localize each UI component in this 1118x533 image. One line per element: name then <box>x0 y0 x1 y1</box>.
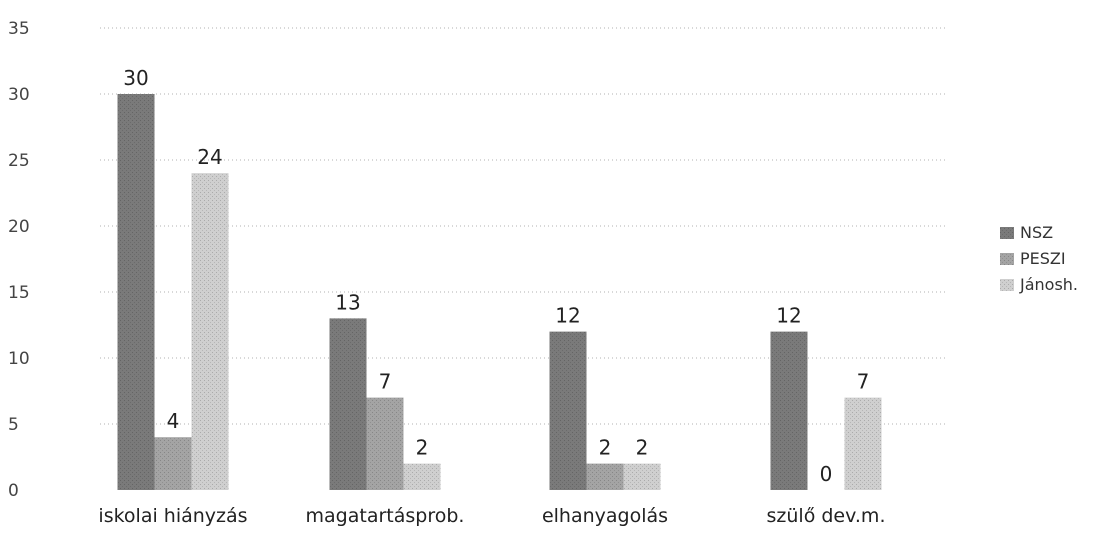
legend-label-2: Jánosh. <box>1019 275 1078 294</box>
bar-texture-1-2 <box>586 463 624 490</box>
x-axis: iskolai hiányzás magatartásprob. elhanyago… <box>98 505 885 527</box>
data-label-0-0: 30 <box>123 66 148 90</box>
bar-texture-2-2 <box>623 463 661 490</box>
y-tick-label-35: 35 <box>8 19 30 39</box>
legend-label-0: NSZ <box>1020 223 1053 242</box>
bar-texture-0-2 <box>549 331 587 490</box>
legend-swatch-texture-2 <box>1000 279 1014 291</box>
y-tick-label-5: 5 <box>8 415 19 435</box>
data-label-1-1: 7 <box>379 370 392 394</box>
data-label-1-3: 0 <box>820 462 833 486</box>
bar-texture-1-1 <box>366 397 404 490</box>
legend-swatch-texture-1 <box>1000 253 1014 265</box>
y-tick-label-25: 25 <box>8 151 30 171</box>
bar-texture-2-1 <box>403 463 441 490</box>
legend: NSZ PESZI Jánosh. <box>1000 223 1078 294</box>
bar-texture-0-1 <box>329 318 367 490</box>
y-tick-label-20: 20 <box>8 217 30 237</box>
data-label-1-2: 2 <box>599 436 612 460</box>
x-tick-label-2: elhanyagolás <box>542 505 668 527</box>
bars <box>117 94 882 490</box>
bar-texture-2-3 <box>844 397 882 490</box>
y-tick-label-30: 30 <box>8 85 30 105</box>
bar-texture-0-0 <box>117 94 155 490</box>
legend-label-1: PESZI <box>1020 249 1066 268</box>
y-axis: 0 5 10 15 20 25 30 35 <box>8 19 30 501</box>
data-label-0-2: 12 <box>555 304 580 328</box>
data-label-2-1: 2 <box>416 436 429 460</box>
y-tick-label-10: 10 <box>8 349 30 369</box>
data-label-0-3: 12 <box>776 304 801 328</box>
y-tick-label-0: 0 <box>8 481 19 501</box>
data-label-0-1: 13 <box>335 290 360 314</box>
bar-texture-2-0 <box>191 173 229 490</box>
x-tick-label-1: magatartásprob. <box>306 505 465 527</box>
data-label-2-0: 24 <box>197 145 222 169</box>
data-label-2-3: 7 <box>857 370 870 394</box>
data-label-1-0: 4 <box>167 409 180 433</box>
data-label-2-2: 2 <box>636 436 649 460</box>
y-tick-label-15: 15 <box>8 283 30 303</box>
bar-texture-0-3 <box>770 331 808 490</box>
x-tick-label-0: iskolai hiányzás <box>98 505 247 527</box>
bar-texture-1-0 <box>154 437 192 490</box>
legend-swatch-texture-0 <box>1000 227 1014 239</box>
x-tick-label-3: szülő dev.m. <box>767 505 886 527</box>
